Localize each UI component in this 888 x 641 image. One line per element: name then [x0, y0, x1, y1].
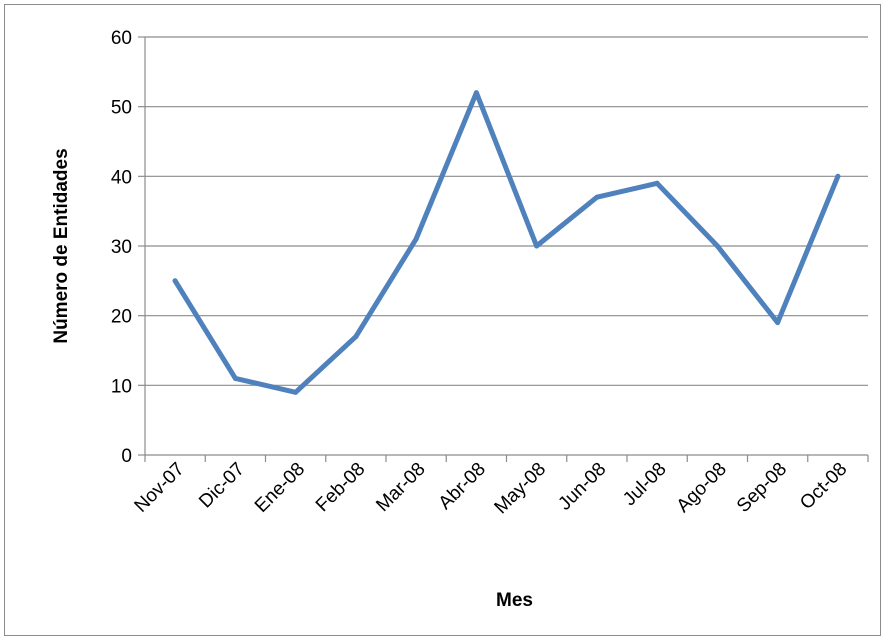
data-point: [534, 243, 540, 249]
data-point: [353, 334, 359, 340]
data-point: [835, 173, 841, 179]
data-point: [473, 90, 479, 96]
data-point: [172, 278, 178, 284]
series-line: [172, 90, 841, 395]
x-tick-label: May-08: [491, 459, 551, 519]
x-tick-label: Abr-08: [435, 459, 490, 514]
y-tick-labels: 0 10 20 30 40 50 60: [111, 28, 132, 467]
x-tick-label: Mar-08: [372, 459, 429, 516]
data-point: [654, 180, 660, 186]
data-point: [714, 243, 720, 249]
series-layer: [172, 90, 841, 395]
data-point: [293, 389, 299, 395]
x-tick-label: Jul-08: [619, 459, 670, 510]
y-tick-label: 0: [121, 446, 132, 467]
chart-frame: [4, 4, 881, 636]
x-tick-label: Sep-08: [733, 459, 791, 517]
y-tick-label: 60: [111, 28, 132, 49]
y-tick-label: 30: [111, 237, 132, 258]
x-tick-label: Oct-08: [796, 459, 851, 514]
data-point: [232, 375, 238, 381]
gridlines: [145, 36, 868, 386]
x-tick-label: Feb-08: [312, 459, 369, 516]
axes: [138, 36, 869, 462]
data-point: [775, 320, 781, 326]
y-tick-label: 50: [111, 98, 132, 119]
y-tick-label: 20: [111, 307, 132, 328]
data-point: [413, 236, 419, 242]
y-tick-label: 40: [111, 167, 132, 188]
x-tick-label: Ene-08: [251, 459, 309, 517]
x-tick-label: Nov-07: [131, 459, 189, 517]
x-tick-label: Jun-08: [554, 459, 610, 515]
x-tick-label: Dic-07: [195, 459, 249, 513]
y-axis-title: Número de Entidades: [51, 148, 72, 343]
y-tick-label: 10: [111, 376, 132, 397]
x-tick-labels: Nov-07 Dic-07 Ene-08 Feb-08 Mar-08 Abr-08 May-…: [131, 459, 852, 519]
x-axis-title: Mes: [496, 590, 533, 611]
x-tick-label: Ago-08: [673, 459, 731, 517]
data-point: [594, 194, 600, 200]
